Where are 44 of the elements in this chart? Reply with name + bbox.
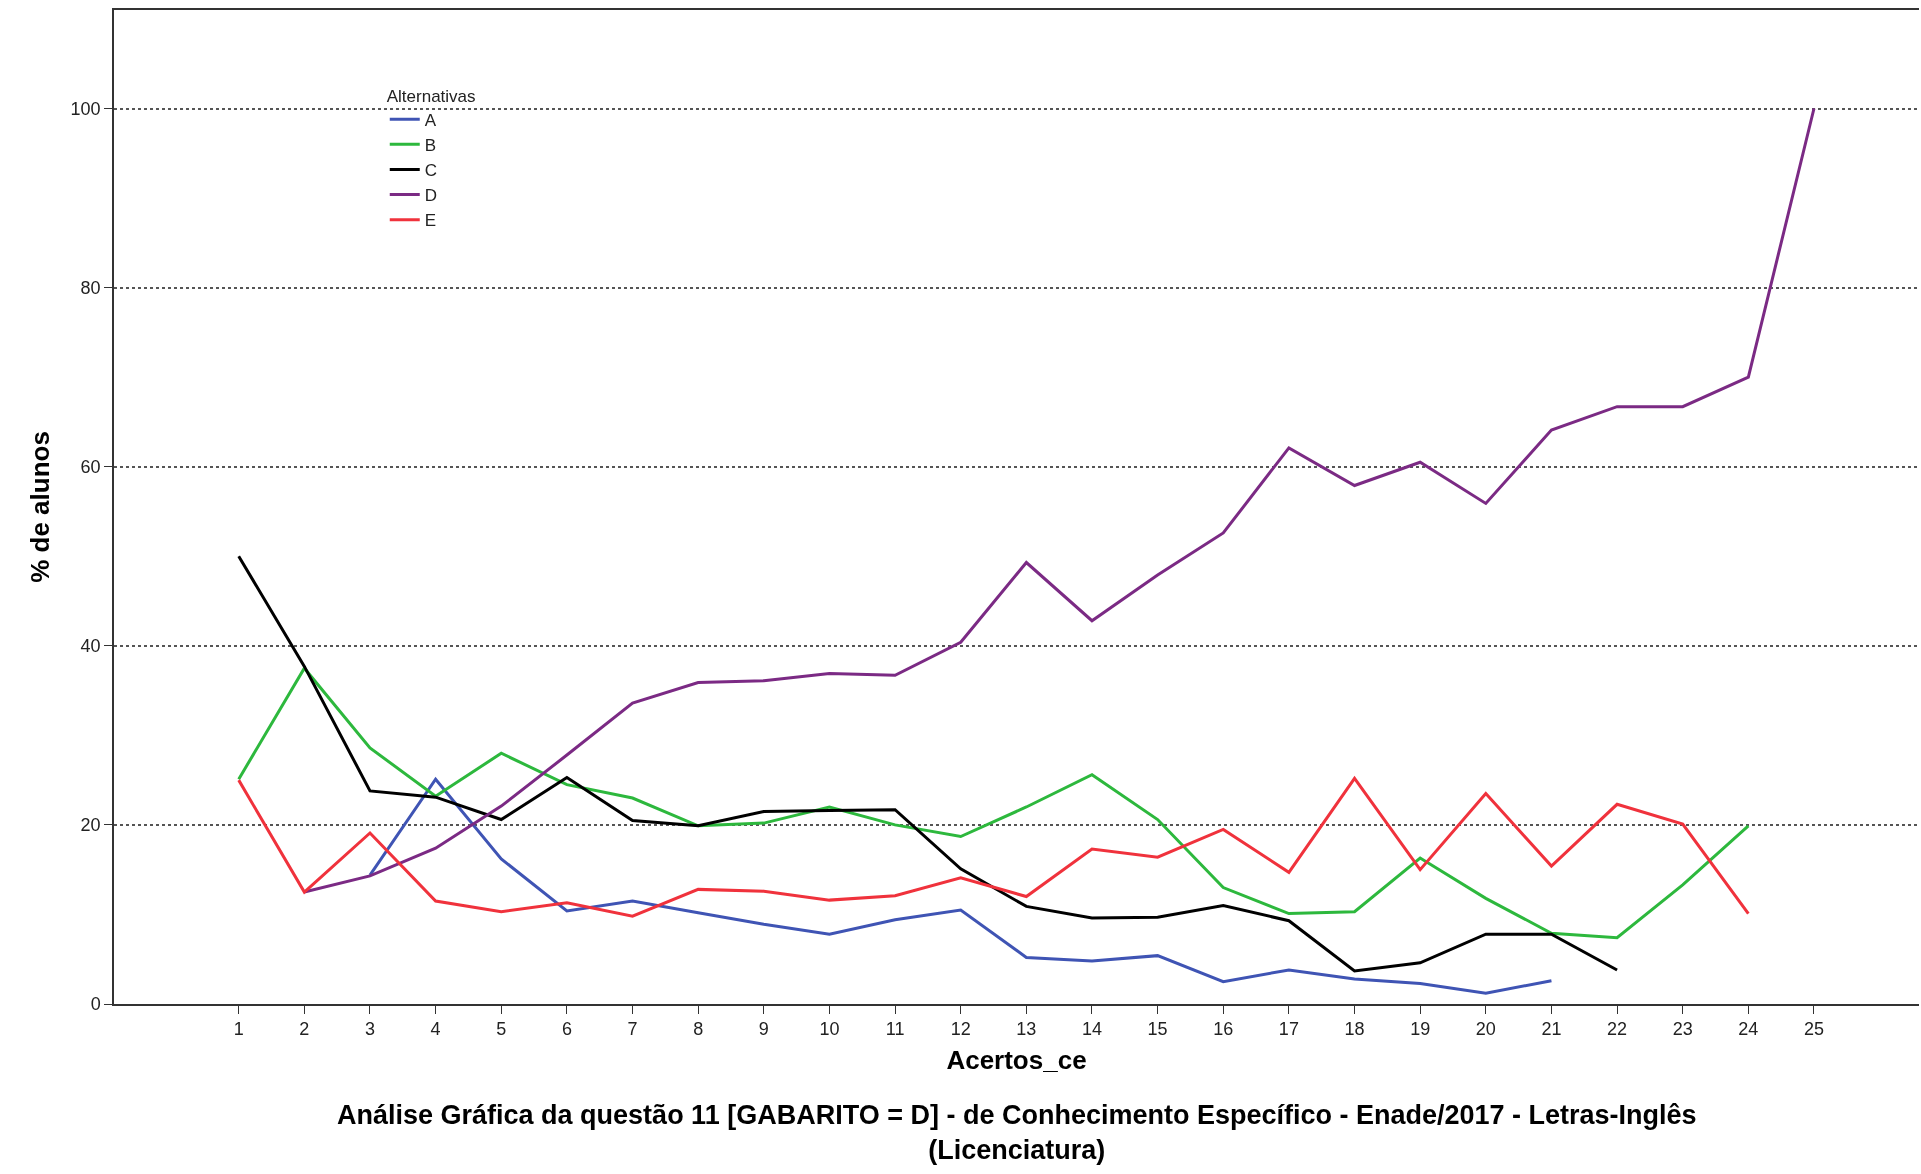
x-tick-label: 5 [496,1019,507,1040]
line-series [237,554,1619,973]
legend-label: A [424,110,437,130]
x-axis-title: Acertos_ce [946,1044,1087,1075]
x-tick-label: 8 [693,1019,704,1040]
x-tick-label: 22 [1607,1019,1628,1040]
x-tick-label: 21 [1541,1019,1562,1040]
legend-label: D [424,186,438,206]
x-tick-label: 1 [233,1019,244,1040]
y-axis-title: % de alunos [24,431,55,583]
x-tick-label: 20 [1475,1019,1496,1040]
x-tick-label: 16 [1213,1019,1234,1040]
y-tick-label: 20 [80,815,101,836]
line-series [368,777,1553,995]
x-tick-label: 7 [627,1019,638,1040]
x-tick-label: 11 [885,1019,905,1040]
x-tick-label: 25 [1803,1019,1824,1040]
x-tick-label: 4 [430,1019,441,1040]
x-tick-label: 3 [364,1019,375,1040]
x-tick-label: 10 [819,1019,840,1040]
x-tick-label: 2 [299,1019,310,1040]
x-tick-label: 15 [1147,1019,1168,1040]
x-tick-label: 17 [1278,1019,1299,1040]
y-tick-label: 0 [90,994,101,1015]
text: Análise Gráfica da questão 11 [GABARITO = D] - de Conhecimento Específico - Enade/2017 - Letras-Inglês (Licenciatura) [337,1100,1697,1166]
y-tick-label: 100 [70,98,101,119]
x-tick-label: 24 [1738,1019,1759,1040]
legend-label: E [424,211,437,231]
line-series [237,776,1750,918]
y-tick-label: 60 [80,457,101,477]
legend-label: C [424,161,438,181]
x-tick-label: 13 [1016,1019,1037,1040]
legend-title: Alternativas [386,86,476,106]
x-tick-label: 9 [758,1019,769,1040]
y-tick-label: 80 [80,277,101,298]
x-tick-label: 18 [1344,1019,1365,1040]
x-tick-label: 23 [1672,1019,1693,1040]
line-series [237,666,1750,940]
x-tick-label: 14 [1081,1019,1102,1040]
legend-label: B [424,135,437,155]
y-tick-label: 40 [80,636,101,657]
x-tick-label: 6 [561,1019,572,1040]
x-tick-label: 12 [950,1019,971,1040]
x-tick-label: 19 [1410,1019,1431,1040]
